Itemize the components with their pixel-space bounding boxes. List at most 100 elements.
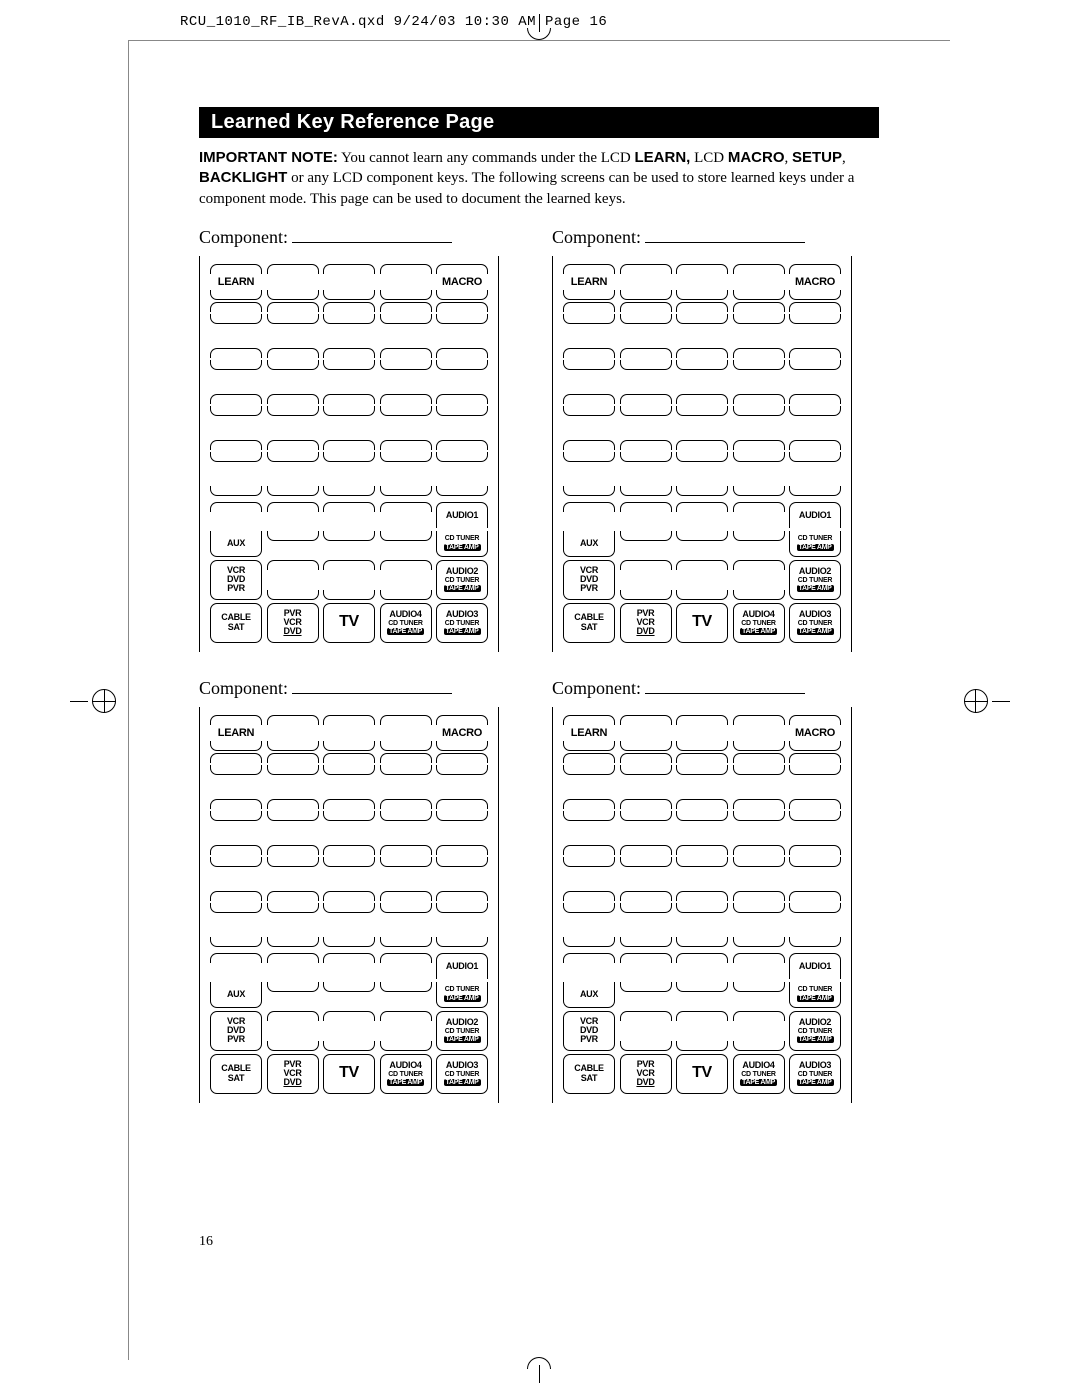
lcd-key-segment xyxy=(733,440,785,450)
lcd-key-segment xyxy=(436,799,488,809)
lcd-key-segment xyxy=(380,486,432,496)
lcd-screen: LEARNMACROAUDIO1AUXCD TUNERTAPE AMPVCRDV… xyxy=(199,256,499,652)
lcd-key-segment xyxy=(436,845,488,855)
lcd-key-segment xyxy=(323,302,375,312)
lcd-key-segment xyxy=(210,452,262,462)
audio4-key: AUDIO4CD TUNERTAPE AMP xyxy=(733,1054,785,1094)
lcd-key-row xyxy=(563,765,841,775)
lcd-key-segment xyxy=(323,857,375,867)
lcd-key-segment xyxy=(267,406,319,416)
lcd-key-segment xyxy=(210,741,262,751)
lcd-key-segment xyxy=(436,360,488,370)
lcd-key-segment xyxy=(789,765,841,775)
lcd-key-segment xyxy=(380,799,432,809)
audio1-key-sub: CD TUNERTAPE AMP xyxy=(436,531,488,557)
lcd-key-segment xyxy=(380,811,432,821)
lcd-key-segment xyxy=(676,290,728,300)
lcd-key-segment xyxy=(676,857,728,867)
lcd-key-row xyxy=(210,845,488,855)
tv-key: TV xyxy=(323,1054,375,1094)
lcd-key-segment xyxy=(210,857,262,867)
lcd-key-row xyxy=(210,799,488,809)
lcd-key-segment xyxy=(733,765,785,775)
lcd-key-segment xyxy=(436,715,488,725)
lcd-key-segment xyxy=(563,715,615,725)
audio3-key: AUDIO3CD TUNERTAPE AMP xyxy=(789,603,841,643)
audio2-key: AUDIO2CD TUNERTAPE AMP xyxy=(789,1011,841,1051)
lcd-key-segment xyxy=(210,715,262,725)
note-prefix: IMPORTANT NOTE: xyxy=(199,149,338,166)
vcr-dvd-pvr-key: VCRDVDPVR xyxy=(210,1011,262,1051)
learn-label: LEARN xyxy=(563,276,615,288)
page-number: 16 xyxy=(199,1234,213,1250)
lcd-key-segment xyxy=(620,753,672,763)
lcd-key-segment xyxy=(267,753,319,763)
lcd-key-segment xyxy=(676,765,728,775)
lcd-key-segment xyxy=(733,753,785,763)
lcd-key-segment xyxy=(380,765,432,775)
lcd-key-segment xyxy=(323,715,375,725)
lcd-key-row xyxy=(210,811,488,821)
lcd-key-segment xyxy=(733,394,785,404)
lcd-key-segment xyxy=(733,741,785,751)
lcd-key-row xyxy=(210,452,488,462)
lcd-key-segment xyxy=(733,845,785,855)
lcd-key-row xyxy=(563,264,841,274)
lcd-key-segment xyxy=(267,715,319,725)
aux-key: AUX xyxy=(563,982,615,1008)
lcd-key-segment xyxy=(733,486,785,496)
lcd-key-segment xyxy=(436,937,488,947)
lcd-key-segment xyxy=(380,290,432,300)
learn-label: LEARN xyxy=(210,727,262,739)
audio1-key-sub: CD TUNERTAPE AMP xyxy=(436,982,488,1008)
lcd-key-segment xyxy=(563,290,615,300)
lcd-key-segment xyxy=(789,406,841,416)
lcd-key-segment xyxy=(210,406,262,416)
lcd-key-segment xyxy=(210,811,262,821)
cable-sat-key: CABLESAT xyxy=(210,603,262,643)
lcd-key-segment xyxy=(267,741,319,751)
lcd-key-segment xyxy=(210,348,262,358)
lcd-key-segment xyxy=(380,903,432,913)
lcd-key-segment xyxy=(676,741,728,751)
lcd-key-segment xyxy=(563,360,615,370)
lcd-key-row xyxy=(563,440,841,450)
lcd-key-segment xyxy=(789,715,841,725)
lcd-key-row xyxy=(563,452,841,462)
lcd-key-row xyxy=(563,799,841,809)
blank-line xyxy=(645,680,805,694)
lcd-key-row xyxy=(563,857,841,867)
component-keys: AUDIO1AUXCD TUNERTAPE AMPVCRDVDPVRAUDIO2… xyxy=(563,502,841,643)
aux-key-top xyxy=(563,953,615,963)
lcd-key-segment xyxy=(676,394,728,404)
component-panel: Component:LEARNMACROAUDIO1AUXCD TUNERTAP… xyxy=(199,678,526,1103)
lcd-key-segment xyxy=(620,440,672,450)
lcd-key-row xyxy=(563,937,841,947)
lcd-key-segment xyxy=(789,741,841,751)
lcd-key-segment xyxy=(676,937,728,947)
lcd-key-segment xyxy=(436,741,488,751)
lcd-key-segment xyxy=(563,741,615,751)
lcd-key-segment xyxy=(267,264,319,274)
lcd-key-segment xyxy=(563,799,615,809)
lcd-key-segment xyxy=(323,811,375,821)
lcd-key-segment xyxy=(676,440,728,450)
lcd-key-segment xyxy=(620,765,672,775)
audio2-key: AUDIO2CD TUNERTAPE AMP xyxy=(789,560,841,600)
lcd-key-segment xyxy=(323,394,375,404)
vcr-dvd-pvr-key: VCRDVDPVR xyxy=(210,560,262,600)
audio1-key-sub: CD TUNERTAPE AMP xyxy=(789,531,841,557)
lcd-key-segment xyxy=(733,290,785,300)
audio3-key: AUDIO3CD TUNERTAPE AMP xyxy=(789,1054,841,1094)
lcd-key-segment xyxy=(676,302,728,312)
pvr-vcr-dvd-key: PVRVCRDVD xyxy=(620,1054,672,1094)
lcd-key-segment xyxy=(380,845,432,855)
lcd-key-segment xyxy=(733,406,785,416)
lcd-key-segment xyxy=(620,903,672,913)
lcd-key-segment xyxy=(789,348,841,358)
component-panel: Component:LEARNMACROAUDIO1AUXCD TUNERTAP… xyxy=(552,678,879,1103)
lcd-key-segment xyxy=(436,891,488,901)
lcd-key-segment xyxy=(380,264,432,274)
important-note: IMPORTANT NOTE: You cannot learn any com… xyxy=(199,148,879,209)
lcd-key-segment xyxy=(210,314,262,324)
